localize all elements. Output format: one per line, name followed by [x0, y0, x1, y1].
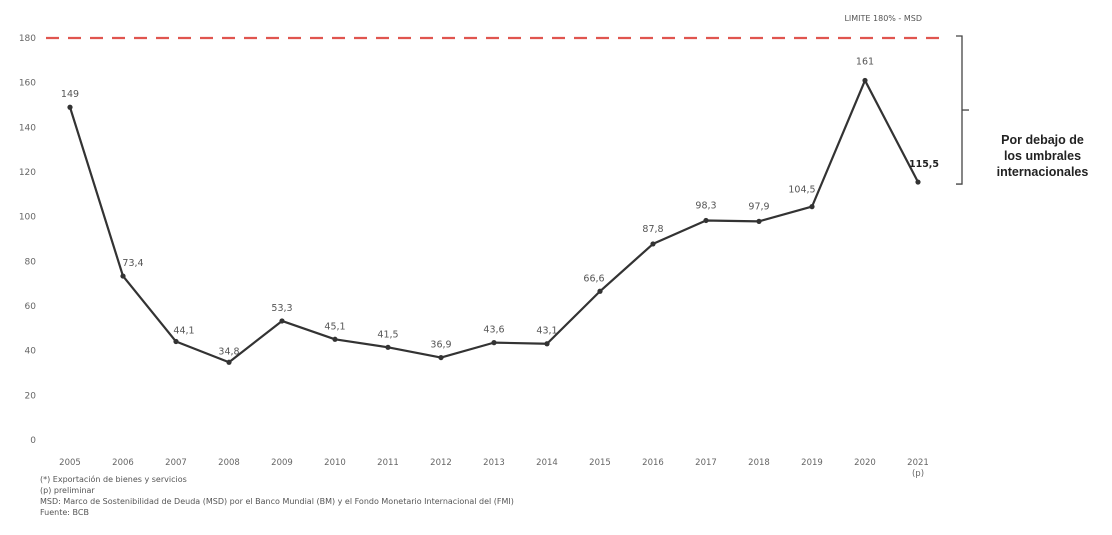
footnote: (*) Exportación de bienes y servicios: [40, 475, 187, 484]
annotation-line-2: los umbrales: [1003, 149, 1082, 163]
data-label: 115,5: [909, 159, 939, 170]
data-point: [597, 288, 603, 294]
data-point: [438, 354, 444, 361]
bracket-line: [956, 35, 963, 185]
data-point: [862, 77, 868, 84]
data-point: [385, 344, 391, 350]
data-point: [279, 318, 285, 324]
footnote: Fuente: BCB: [40, 508, 89, 517]
y-tick-label: 80: [25, 257, 37, 267]
y-tick-label: 20: [25, 391, 37, 401]
data-label: 97,9: [748, 201, 769, 212]
x-tick-label: 2019: [801, 458, 823, 468]
data-point: [756, 218, 762, 224]
data-point: [915, 179, 921, 185]
data-point: [332, 336, 338, 342]
footnote: (p) preliminar: [40, 486, 95, 495]
data-label: 98,3: [695, 200, 716, 211]
data-point: [809, 204, 815, 210]
data-point: [650, 241, 656, 247]
x-axis: 2005 2006 2007 2008 2009 2010 2011 2012 2013 2014…: [59, 458, 929, 479]
series-line-group: 149 73,4 44,1 34,8 53,3 45,1 41,5 36,9 43,6 43,1 6…: [61, 56, 939, 365]
y-tick-label: 0: [30, 436, 36, 446]
y-tick-label: 60: [25, 302, 37, 312]
y-tick-label: 100: [19, 213, 36, 223]
data-label: 44,1: [173, 326, 194, 337]
reference-line-group: LIMITE 180% - MSD: [46, 14, 940, 40]
x-tick-label: 2009: [271, 458, 293, 468]
x-tick-label: 2007: [165, 458, 187, 468]
footnote: MSD: Marco de Sostenibilidad de Deuda (M…: [40, 497, 514, 506]
x-tick-label: 2020: [854, 458, 876, 468]
data-label: 66,6: [583, 273, 604, 284]
x-tick-label: 2013: [483, 458, 505, 468]
x-tick-label: 2006: [112, 458, 134, 468]
y-tick-label: 120: [19, 168, 36, 178]
data-label: 104,5: [788, 185, 815, 196]
data-point: [173, 338, 179, 345]
data-point: [544, 341, 550, 347]
data-point: [703, 217, 709, 224]
threshold-bracket: [956, 35, 969, 185]
data-label: 161: [856, 56, 874, 67]
y-tick-label: 180: [19, 34, 36, 44]
data-label: 73,4: [122, 258, 143, 269]
x-tick-sublabel: (p): [912, 469, 924, 479]
y-tick-label: 160: [19, 79, 36, 89]
data-label: 43,1: [536, 326, 557, 337]
annotation-line-3: internacionales: [996, 165, 1089, 179]
data-label: 36,9: [430, 340, 451, 351]
x-tick-label: 2012: [430, 458, 452, 468]
data-point: [67, 104, 73, 110]
data-label: 149: [61, 89, 79, 100]
reference-line-label: LIMITE 180% - MSD: [844, 14, 922, 23]
annotation-line-1: Por debajo de: [1001, 133, 1084, 147]
threshold-annotation: Por debajo de los umbrales internacional…: [975, 132, 1110, 180]
data-label: 34,8: [218, 346, 239, 357]
data-point: [120, 273, 126, 279]
x-tick-label: 2021: [907, 458, 929, 468]
footnotes: (*) Exportación de bienes y servicios (p…: [40, 474, 514, 518]
x-tick-label: 2008: [218, 458, 240, 468]
x-tick-label: 2017: [695, 458, 717, 468]
data-point: [226, 359, 232, 365]
data-label: 43,6: [483, 325, 504, 336]
x-tick-label: 2005: [59, 458, 81, 468]
x-tick-label: 2014: [536, 458, 558, 468]
x-tick-label: 2015: [589, 458, 611, 468]
data-label: 87,8: [642, 224, 663, 235]
y-tick-label: 40: [25, 347, 37, 357]
series-line: [68, 79, 919, 364]
data-label: 53,3: [271, 303, 292, 314]
data-label: 41,5: [377, 329, 398, 340]
x-tick-label: 2010: [324, 458, 346, 468]
x-tick-label: 2018: [748, 458, 770, 468]
x-tick-label: 2011: [377, 458, 399, 468]
data-point: [491, 340, 497, 346]
y-tick-label: 140: [19, 123, 36, 133]
data-label: 45,1: [324, 321, 345, 332]
x-tick-label: 2016: [642, 458, 664, 468]
y-axis: 0 20 40 60 80 100 120 140 160 180: [19, 34, 36, 446]
